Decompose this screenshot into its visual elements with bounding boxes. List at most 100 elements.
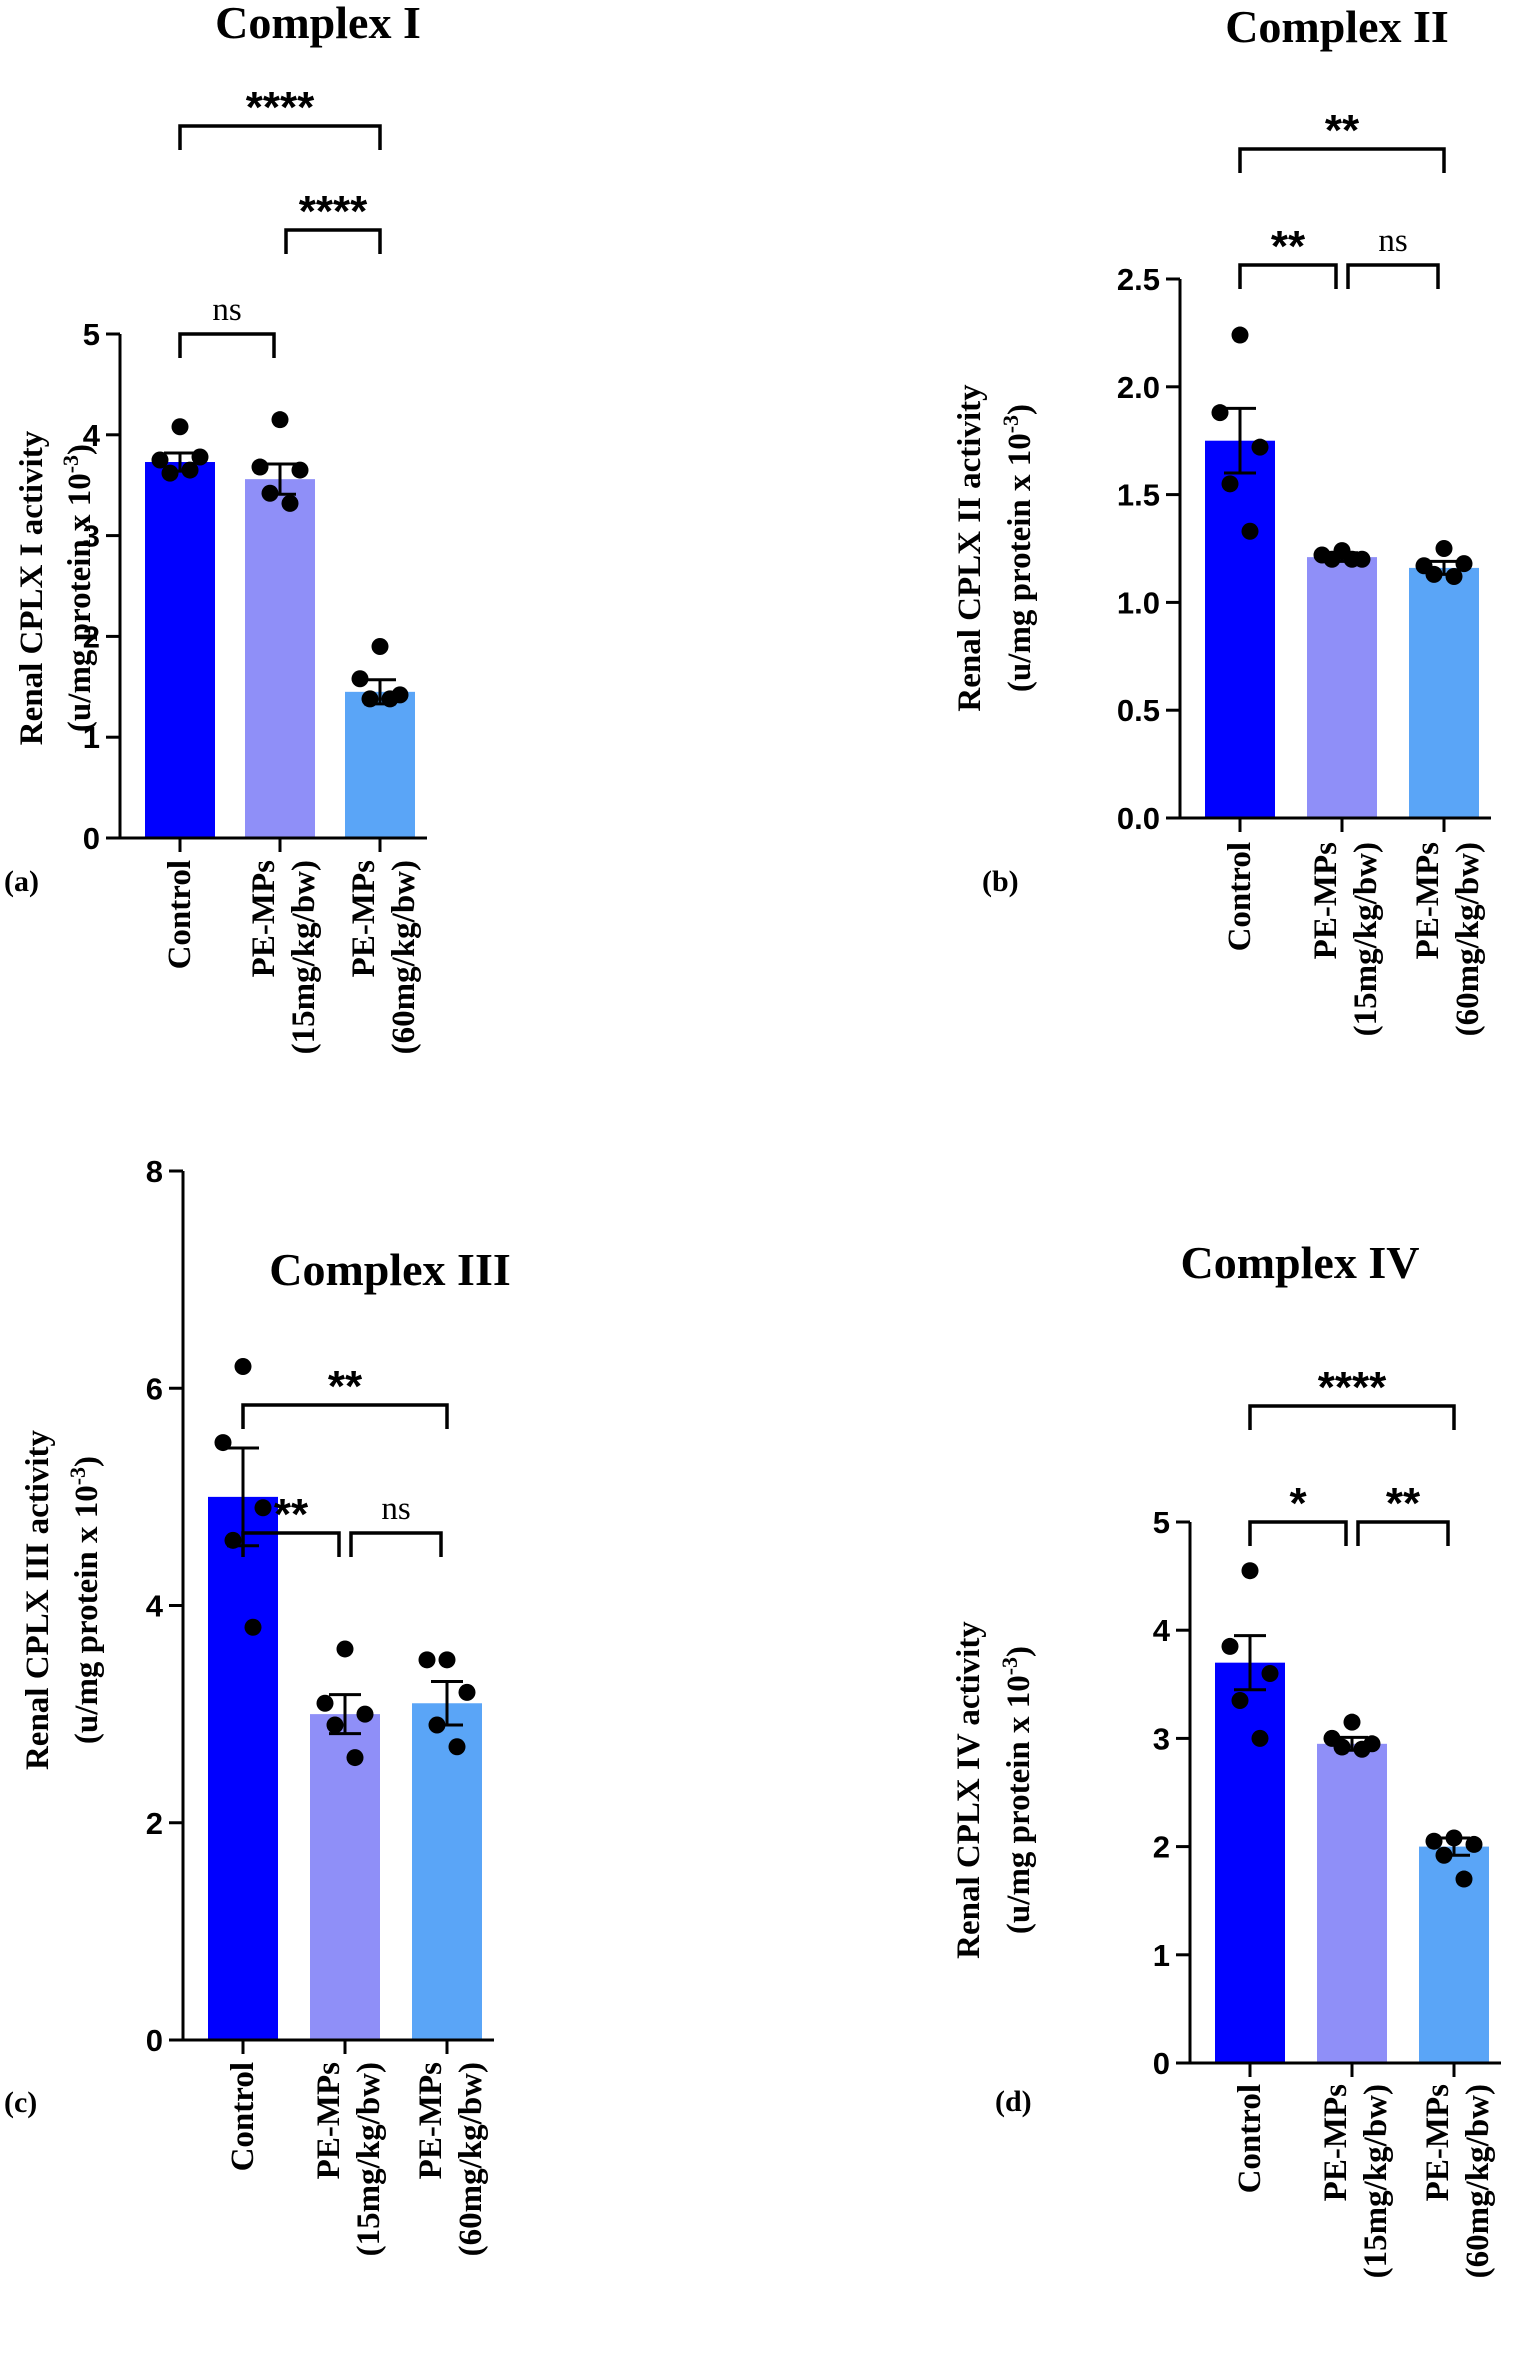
data-point-1-4 [1221, 475, 1239, 493]
data-point-1-1 [1231, 326, 1249, 344]
significance-label-3: ** [328, 1362, 363, 1411]
significance-label-2: ns [1378, 223, 1407, 259]
data-point-2-1 [271, 411, 289, 429]
y-axis-units-text: (u/mg protein x 10 [62, 473, 98, 732]
significance-bracket-1 [1238, 263, 1338, 289]
x-tick-label-line: (60mg/kg/bw) [1460, 2084, 1496, 2278]
y-axis-label: Renal CPLX IV activity [951, 1621, 987, 1959]
data-point-3-4 [1435, 1846, 1453, 1864]
bar-2 [1317, 1743, 1387, 2063]
data-point-2-4 [1333, 1738, 1351, 1756]
significance-label-1: ** [274, 1490, 309, 1539]
x-tick-label-line: PE-MPs [311, 2062, 347, 2179]
x-tick-label-line: PE-MPs [1318, 2084, 1354, 2201]
data-point-2-2 [316, 1694, 334, 1712]
data-point-2-2 [251, 458, 269, 476]
y-tick-label: 0 [83, 821, 100, 856]
y-tick-label: 3 [83, 519, 100, 554]
data-point-3-1 [1435, 540, 1453, 557]
data-point-1-5 [1251, 1729, 1269, 1747]
y-tick-label: 1.5 [1117, 478, 1160, 513]
data-point-1-3 [191, 448, 209, 466]
significance-bracket-2 [1356, 1520, 1450, 1546]
y-axis-units-exponent: -3 [998, 415, 1023, 433]
chart-panel-2: Complex II Renal CPLX II activity (u/mg pr… [952, 1, 1491, 1036]
data-point-1-3 [1261, 1664, 1279, 1682]
y-tick-label: 2.5 [1117, 262, 1160, 297]
bar-3 [1409, 567, 1479, 818]
data-point-1-5 [244, 1618, 262, 1636]
x-tick-label: Control [162, 860, 198, 969]
x-tick-label-line: PE-MPs [246, 860, 282, 977]
data-point-2-5 [346, 1749, 364, 1767]
significance-bracket-1 [1248, 1520, 1348, 1546]
chart-panel-4: Complex IV Renal CPLX IV activity (u/mg pr… [951, 1237, 1501, 2278]
significance-label-3: ** [1325, 106, 1360, 155]
x-tick-label-line: PE-MPs [1410, 842, 1446, 959]
y-tick-label: 3 [1153, 1721, 1170, 1756]
x-tick-label-line: PE-MPs [346, 860, 382, 977]
data-point-3-3 [1465, 1835, 1483, 1853]
y-tick-label: 4 [1153, 1613, 1171, 1648]
data-point-3-5 [1455, 1870, 1473, 1888]
data-point-3-1 [1445, 1829, 1463, 1847]
significance-bracket-3 [178, 124, 382, 150]
y-axis-units-text: (u/mg protein x 10 [1001, 1675, 1037, 1934]
panel-label: (b) [982, 865, 1019, 898]
data-point-1-5 [181, 461, 199, 479]
y-tick-label: 1 [1153, 1938, 1170, 1973]
y-tick-label: 2 [146, 1806, 163, 1841]
data-point-1-4 [161, 464, 179, 482]
bar-3 [345, 691, 415, 838]
data-point-3-1 [438, 1651, 456, 1669]
data-point-2-4 [1323, 550, 1341, 568]
y-axis-label: Renal CPLX III activity [20, 1429, 56, 1770]
y-axis-label-units: (u/mg protein x 10-3) [58, 444, 98, 732]
data-point-1-1 [171, 418, 189, 436]
x-tick-label-line: (60mg/kg/bw) [386, 860, 422, 1054]
y-axis-units-text: (u/mg protein x 10 [1002, 433, 1038, 692]
data-point-1-3 [254, 1499, 272, 1517]
x-tick-label-line: Control [225, 2062, 261, 2171]
y-tick-label: 1.0 [1117, 585, 1160, 620]
y-tick-label: 0.0 [1117, 801, 1160, 836]
bar-1 [145, 462, 215, 838]
significance-bracket-2 [1346, 263, 1440, 289]
y-tick-label: 4 [83, 418, 101, 453]
y-axis-units-text: (u/mg protein x 10 [69, 1485, 105, 1744]
data-point-2-5 [281, 494, 299, 512]
data-point-3-3 [1455, 555, 1473, 573]
y-tick-label: 0.5 [1117, 693, 1160, 728]
chart-title: Complex IV [1181, 1237, 1420, 1288]
y-axis-label: Renal CPLX II activity [952, 384, 988, 712]
y-tick-label: 8 [146, 1154, 163, 1189]
bar-1 [208, 1496, 278, 2040]
data-point-3-5 [381, 690, 399, 708]
significance-bracket-2 [284, 228, 382, 254]
y-tick-label: 0 [1153, 2046, 1170, 2081]
data-point-1-5 [1241, 522, 1259, 540]
data-point-3-4 [361, 690, 379, 708]
x-tick-label: Control [1232, 2084, 1268, 2193]
data-point-3-2 [1425, 1832, 1443, 1850]
significance-label-1: ns [212, 292, 241, 328]
y-axis-label-units: (u/mg protein x 10-3) [997, 1646, 1037, 1934]
panel-label: (c) [4, 2086, 37, 2119]
y-axis-units-exponent: -3 [58, 455, 83, 473]
x-tick-label: PE-MPs (60mg/kg/bw) [413, 2062, 489, 2256]
significance-label-1: * [1289, 1479, 1307, 1528]
significance-bracket-3 [1238, 147, 1446, 173]
y-tick-label: 2 [1153, 1830, 1170, 1865]
data-point-3-1 [371, 637, 389, 655]
data-point-1-1 [234, 1358, 252, 1376]
x-tick-label-line: PE-MPs [1308, 842, 1344, 959]
data-point-2-4 [326, 1716, 344, 1734]
data-point-1-2 [151, 451, 169, 469]
x-tick-label-line: Control [1232, 2084, 1268, 2193]
significance-bracket-1 [178, 332, 276, 358]
data-point-3-2 [418, 1651, 436, 1669]
y-tick-label: 4 [146, 1589, 164, 1624]
data-point-1-4 [224, 1531, 242, 1549]
